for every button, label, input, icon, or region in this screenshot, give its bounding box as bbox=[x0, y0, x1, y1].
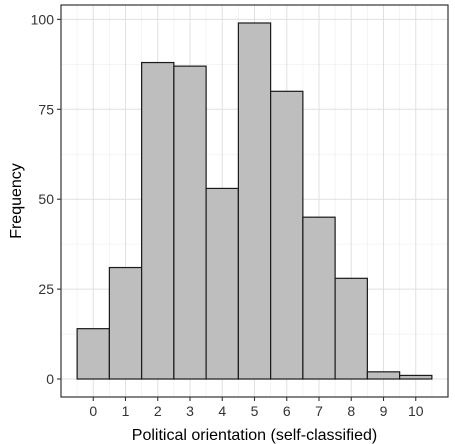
y-tick-label: 0 bbox=[46, 371, 54, 387]
y-tick-label: 100 bbox=[31, 11, 55, 27]
y-tick-label: 25 bbox=[38, 281, 54, 297]
bar-7 bbox=[302, 216, 336, 380]
bar-5 bbox=[237, 22, 272, 380]
bar-3 bbox=[173, 65, 207, 380]
x-tick-label: 7 bbox=[315, 403, 323, 419]
y-axis-ticks: 0 25 50 75 100 bbox=[31, 11, 61, 387]
bar-8 bbox=[334, 277, 368, 380]
bar-10 bbox=[399, 374, 433, 380]
y-axis-title: Frequency bbox=[8, 163, 25, 239]
x-tick-label: 2 bbox=[154, 403, 162, 419]
x-tick-label: 1 bbox=[122, 403, 130, 419]
x-tick-label: 4 bbox=[218, 403, 226, 419]
bar-6 bbox=[270, 90, 304, 380]
x-tick-label: 3 bbox=[186, 403, 194, 419]
x-tick-label: 0 bbox=[89, 403, 97, 419]
x-axis-ticks: 0 1 2 3 4 5 6 7 8 9 10 bbox=[89, 397, 424, 419]
y-tick-label: 50 bbox=[38, 191, 54, 207]
bar-2 bbox=[141, 61, 175, 380]
x-tick-label: 9 bbox=[380, 403, 388, 419]
x-axis-title: Political orientation (self-classified) bbox=[132, 427, 377, 444]
bar-4 bbox=[205, 187, 239, 380]
bar-1 bbox=[108, 266, 143, 380]
bar-9 bbox=[366, 371, 401, 380]
x-tick-label: 5 bbox=[251, 403, 259, 419]
x-tick-label: 8 bbox=[347, 403, 355, 419]
bar-0 bbox=[76, 328, 110, 380]
histogram-bars bbox=[76, 22, 433, 380]
x-tick-label: 10 bbox=[408, 403, 424, 419]
x-tick-label: 6 bbox=[283, 403, 291, 419]
y-tick-label: 75 bbox=[38, 101, 54, 117]
